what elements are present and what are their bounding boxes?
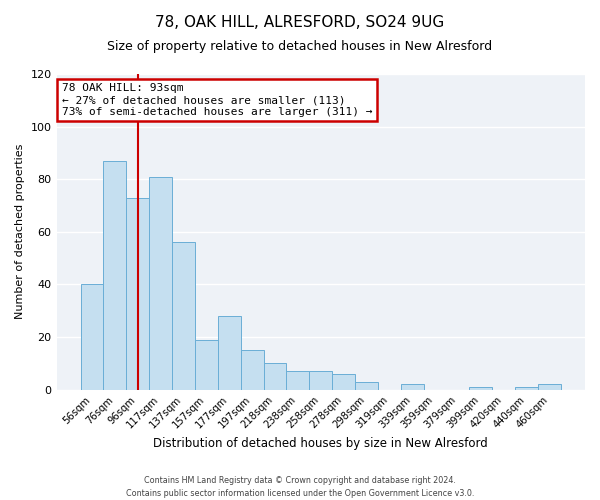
- Text: Contains HM Land Registry data © Crown copyright and database right 2024.
Contai: Contains HM Land Registry data © Crown c…: [126, 476, 474, 498]
- Bar: [310, 371, 332, 390]
- Bar: [286, 371, 310, 390]
- Bar: [172, 242, 195, 390]
- Text: 78, OAK HILL, ALRESFORD, SO24 9UG: 78, OAK HILL, ALRESFORD, SO24 9UG: [155, 15, 445, 30]
- Bar: [263, 364, 286, 390]
- Bar: [149, 176, 172, 390]
- Bar: [401, 384, 424, 390]
- Bar: [218, 316, 241, 390]
- Y-axis label: Number of detached properties: Number of detached properties: [15, 144, 25, 320]
- Bar: [355, 382, 378, 390]
- Bar: [195, 340, 218, 390]
- X-axis label: Distribution of detached houses by size in New Alresford: Distribution of detached houses by size …: [154, 437, 488, 450]
- Bar: [127, 198, 149, 390]
- Bar: [332, 374, 355, 390]
- Bar: [80, 284, 103, 390]
- Bar: [538, 384, 561, 390]
- Text: Size of property relative to detached houses in New Alresford: Size of property relative to detached ho…: [107, 40, 493, 53]
- Text: 78 OAK HILL: 93sqm
← 27% of detached houses are smaller (113)
73% of semi-detach: 78 OAK HILL: 93sqm ← 27% of detached hou…: [62, 84, 373, 116]
- Bar: [515, 387, 538, 390]
- Bar: [469, 387, 493, 390]
- Bar: [241, 350, 263, 390]
- Bar: [103, 161, 127, 390]
